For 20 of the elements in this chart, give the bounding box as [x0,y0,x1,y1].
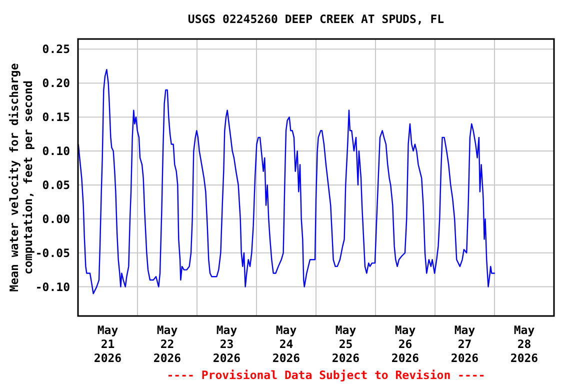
x-tick-label: May 26 2026 [391,323,420,365]
y-tick-label: -0.05 [35,246,70,260]
y-axis-title: Mean water velocity for discharge computation, feet per second [7,63,35,292]
x-tick-label: May 21 2026 [94,323,122,365]
x-tick-label: May 23 2026 [212,323,241,365]
y-tick-label: 0.10 [42,144,70,158]
y-tick-label: 0.05 [42,178,70,192]
line-series [78,68,496,294]
x-tick-label: May 22 2026 [153,323,182,365]
y-tick-label: -0.10 [35,280,70,294]
x-tick-label: May 25 2026 [332,323,360,365]
text: ---- Provisional Data Subject to Revision ---- [166,368,486,382]
y-tick-label: 0.20 [42,76,70,90]
y-tick-label: 0.25 [42,42,70,56]
chart-title: USGS 02245260 DEEP CREEK AT SPUDS, FL [188,12,444,26]
x-tick-label: May 24 2026 [272,323,300,365]
y-tick-label: 0.15 [42,110,70,124]
x-tick-label: May 27 2026 [450,323,479,365]
x-tick-label: May 28 2026 [510,323,538,365]
y-tick-label: 0.00 [42,212,70,226]
